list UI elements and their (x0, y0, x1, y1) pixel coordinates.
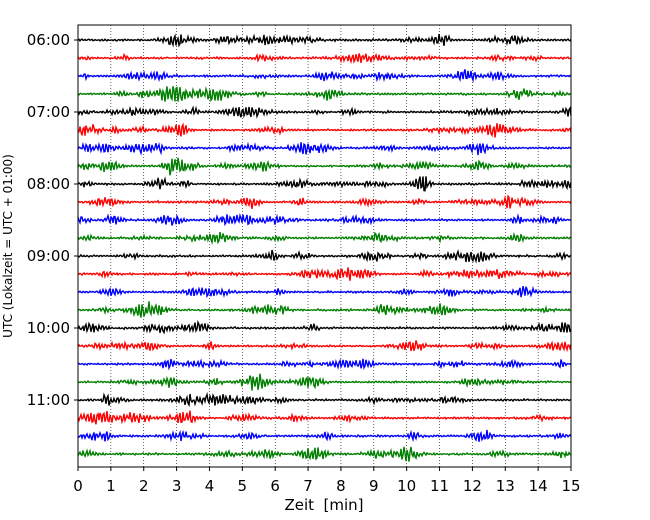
x-axis-label: Zeit [min] (284, 496, 363, 514)
seismic-trace (77, 373, 572, 391)
seismic-trace (77, 213, 572, 227)
seismic-trace (77, 391, 572, 408)
seismic-trace (77, 86, 572, 103)
x-tick-label: 8 (336, 477, 346, 495)
seismic-trace (77, 176, 572, 192)
y-axis-ticks: 06:00 07:00 08:00 09:00 10:00 11:00 (27, 31, 78, 409)
x-tick-label: 14 (529, 477, 548, 495)
y-tick-label: 10:00 (27, 319, 70, 337)
x-tick-label: 3 (172, 477, 182, 495)
seismic-trace (77, 446, 572, 462)
seismic-trace (77, 319, 572, 335)
seismic-trace (77, 249, 572, 264)
seismic-trace (77, 122, 572, 138)
seismic-trace (77, 194, 572, 209)
y-tick-label: 09:00 (27, 247, 70, 265)
x-tick-label: 7 (303, 477, 313, 495)
x-tick-label: 10 (397, 477, 416, 495)
y-tick-label: 06:00 (27, 31, 70, 49)
seismic-trace (77, 157, 572, 176)
trace-group (77, 33, 572, 462)
x-tick-label: 0 (73, 477, 83, 495)
x-tick-label: 1 (106, 477, 116, 495)
x-tick-label: 11 (430, 477, 449, 495)
seismic-trace (77, 52, 572, 65)
seismic-trace (77, 141, 572, 156)
x-tick-label: 12 (463, 477, 482, 495)
seismic-trace (77, 410, 572, 425)
x-tick-label: 2 (139, 477, 149, 495)
x-tick-label: 13 (496, 477, 515, 495)
y-tick-label: 08:00 (27, 175, 70, 193)
seismic-trace (77, 358, 572, 371)
x-tick-label: 9 (369, 477, 379, 495)
seismic-trace (77, 267, 572, 281)
seismic-trace (77, 231, 572, 246)
seismic-trace (77, 105, 572, 119)
x-tick-label: 4 (205, 477, 215, 495)
y-tick-label: 11:00 (27, 391, 70, 409)
seismic-trace (77, 285, 572, 299)
seismic-trace (77, 301, 572, 318)
seismic-trace (77, 69, 572, 83)
y-axis-label: UTC (Lokalzeit = UTC + 01:00) (1, 154, 15, 338)
x-axis-ticks: 0 1 2 3 4 5 6 7 8 9 10 11 12 13 14 15 (73, 467, 581, 495)
seismic-trace (77, 429, 572, 443)
x-tick-label: 6 (270, 477, 280, 495)
x-tick-label: 15 (561, 477, 580, 495)
plot-frame (77, 24, 572, 468)
y-tick-label: 07:00 (27, 103, 70, 121)
seismic-trace (77, 33, 572, 48)
x-tick-label: 5 (238, 477, 248, 495)
seismic-trace (77, 340, 572, 353)
